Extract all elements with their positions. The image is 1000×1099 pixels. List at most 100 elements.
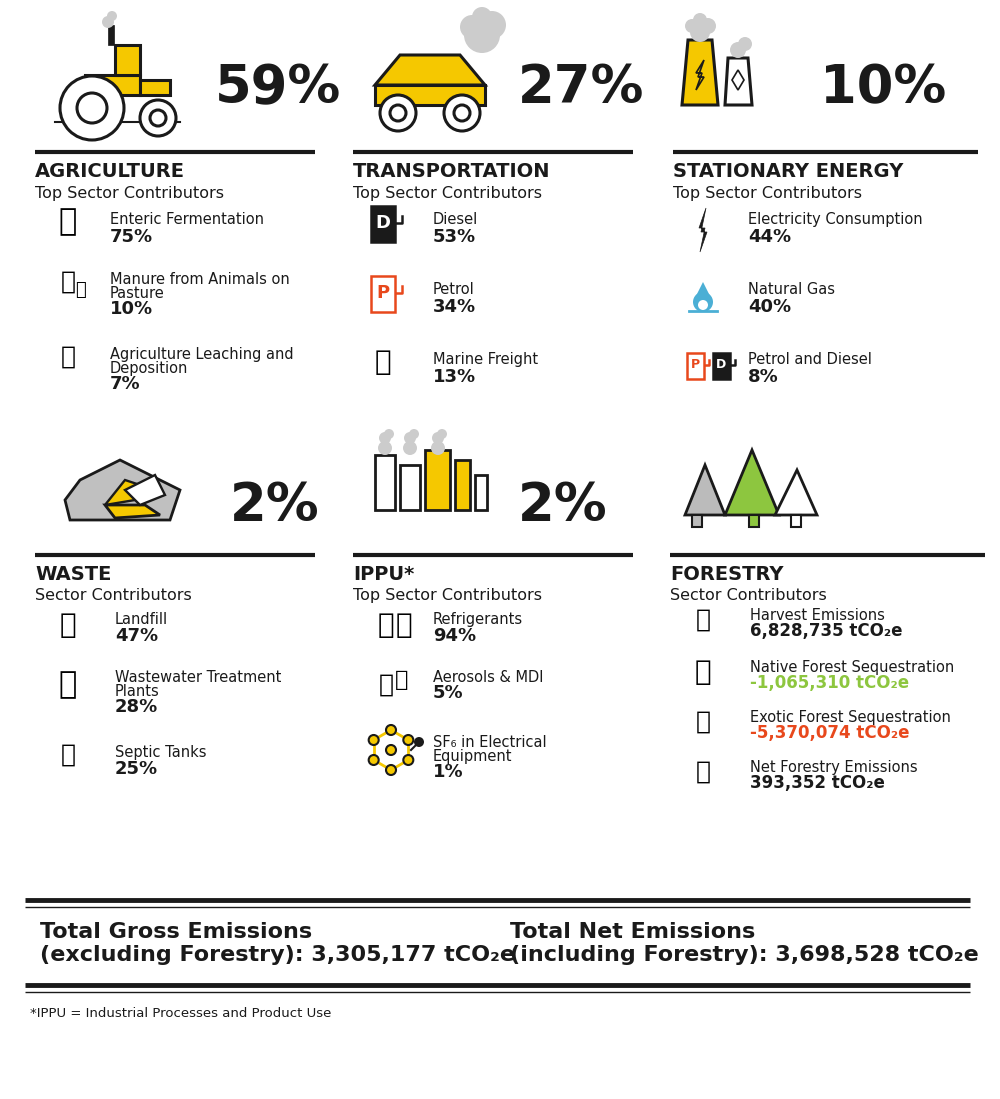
- Text: 🧴: 🧴: [395, 670, 409, 690]
- Text: 27%: 27%: [518, 62, 644, 114]
- Text: AGRICULTURE: AGRICULTURE: [35, 162, 185, 181]
- Circle shape: [414, 737, 424, 747]
- Text: Exotic Forest Sequestration: Exotic Forest Sequestration: [750, 710, 951, 725]
- Circle shape: [140, 100, 176, 136]
- Text: (excluding Forestry): 3,305,177 tCO₂e: (excluding Forestry): 3,305,177 tCO₂e: [40, 945, 515, 965]
- Text: Wastewater Treatment: Wastewater Treatment: [115, 670, 281, 685]
- Text: STATIONARY ENERGY: STATIONARY ENERGY: [673, 162, 903, 181]
- Circle shape: [403, 735, 413, 745]
- Bar: [455, 460, 470, 510]
- Text: 🌿: 🌿: [696, 761, 710, 784]
- Text: Pasture: Pasture: [110, 286, 165, 301]
- Text: Natural Gas: Natural Gas: [748, 282, 835, 297]
- Text: 💧: 💧: [59, 670, 77, 699]
- Text: Petrol and Diesel: Petrol and Diesel: [748, 352, 872, 367]
- Circle shape: [379, 432, 391, 444]
- Polygon shape: [105, 506, 160, 518]
- Circle shape: [386, 745, 396, 755]
- Bar: [375, 455, 395, 510]
- Text: 28%: 28%: [115, 698, 158, 717]
- Circle shape: [60, 76, 124, 140]
- Text: 44%: 44%: [748, 227, 791, 246]
- Text: WASTE: WASTE: [35, 565, 111, 584]
- Text: Sector Contributors: Sector Contributors: [35, 588, 192, 603]
- Circle shape: [460, 15, 484, 38]
- Text: 6,828,735 tCO₂e: 6,828,735 tCO₂e: [750, 622, 902, 640]
- Text: FORESTRY: FORESTRY: [670, 565, 784, 584]
- Text: 🐐: 🐐: [60, 270, 76, 295]
- Text: Total Gross Emissions: Total Gross Emissions: [40, 922, 312, 942]
- Text: 1%: 1%: [433, 763, 464, 781]
- Circle shape: [404, 432, 416, 444]
- Text: Top Sector Contributors: Top Sector Contributors: [353, 186, 542, 201]
- Bar: [371, 276, 395, 312]
- Circle shape: [738, 37, 752, 51]
- Text: 7%: 7%: [110, 375, 141, 393]
- Bar: [108, 25, 114, 45]
- Text: 13%: 13%: [433, 368, 476, 386]
- Text: 34%: 34%: [433, 298, 476, 317]
- Text: Refrigerants: Refrigerants: [433, 612, 523, 628]
- Text: *IPPU = Industrial Processes and Product Use: *IPPU = Industrial Processes and Product…: [30, 1007, 331, 1020]
- Circle shape: [700, 18, 716, 34]
- Text: Landfill: Landfill: [115, 612, 168, 628]
- Text: 10%: 10%: [820, 62, 946, 114]
- Bar: [686, 353, 704, 378]
- Text: Aerosols & MDI: Aerosols & MDI: [433, 670, 544, 685]
- Text: 59%: 59%: [215, 62, 341, 114]
- Text: P: P: [376, 284, 390, 302]
- Circle shape: [693, 13, 707, 27]
- Text: (including Forestry): 3,698,528 tCO₂e: (including Forestry): 3,698,528 tCO₂e: [510, 945, 979, 965]
- Text: Native Forest Sequestration: Native Forest Sequestration: [750, 660, 954, 675]
- Circle shape: [403, 755, 413, 765]
- Text: SF₆ in Electrical: SF₆ in Electrical: [433, 735, 547, 750]
- Text: 🌲: 🌲: [696, 608, 710, 632]
- Polygon shape: [695, 282, 711, 298]
- Polygon shape: [115, 45, 140, 75]
- Circle shape: [444, 95, 480, 131]
- Text: Plants: Plants: [115, 684, 160, 699]
- Text: 💨: 💨: [378, 673, 394, 697]
- Circle shape: [386, 725, 396, 735]
- Text: 🐄: 🐄: [59, 208, 77, 236]
- Circle shape: [369, 755, 379, 765]
- Polygon shape: [375, 55, 485, 85]
- Text: -5,370,074 tCO₂e: -5,370,074 tCO₂e: [750, 724, 910, 742]
- Circle shape: [102, 16, 114, 27]
- Text: Top Sector Contributors: Top Sector Contributors: [35, 186, 224, 201]
- Text: Sector Contributors: Sector Contributors: [670, 588, 827, 603]
- Text: Marine Freight: Marine Freight: [433, 352, 538, 367]
- Text: P: P: [690, 358, 700, 371]
- Text: 🧴: 🧴: [378, 611, 394, 639]
- Text: Agriculture Leaching and: Agriculture Leaching and: [110, 347, 294, 362]
- Bar: [791, 515, 801, 528]
- Text: Top Sector Contributors: Top Sector Contributors: [353, 588, 542, 603]
- Text: Equipment: Equipment: [433, 750, 512, 764]
- Polygon shape: [682, 40, 718, 106]
- Polygon shape: [85, 75, 140, 95]
- Text: 40%: 40%: [748, 298, 791, 317]
- Polygon shape: [375, 85, 485, 106]
- Text: 🌲: 🌲: [696, 710, 710, 734]
- Text: 10%: 10%: [110, 300, 153, 318]
- Polygon shape: [105, 480, 140, 506]
- Circle shape: [150, 110, 166, 126]
- Text: Net Forestry Emissions: Net Forestry Emissions: [750, 761, 918, 775]
- Polygon shape: [725, 58, 752, 106]
- Polygon shape: [775, 470, 817, 515]
- Polygon shape: [696, 60, 704, 90]
- Bar: [425, 449, 450, 510]
- Text: D: D: [716, 358, 726, 371]
- Bar: [475, 475, 487, 510]
- Text: -1,065,310 tCO₂e: -1,065,310 tCO₂e: [750, 674, 909, 692]
- Bar: [692, 515, 702, 528]
- Text: 5%: 5%: [433, 684, 464, 702]
- Bar: [371, 206, 395, 242]
- Polygon shape: [65, 460, 180, 520]
- Text: Total Net Emissions: Total Net Emissions: [510, 922, 755, 942]
- Text: Diesel: Diesel: [433, 212, 478, 227]
- Text: IPPU*: IPPU*: [353, 565, 414, 584]
- Circle shape: [693, 292, 713, 312]
- Polygon shape: [699, 208, 707, 252]
- Text: 75%: 75%: [110, 227, 153, 246]
